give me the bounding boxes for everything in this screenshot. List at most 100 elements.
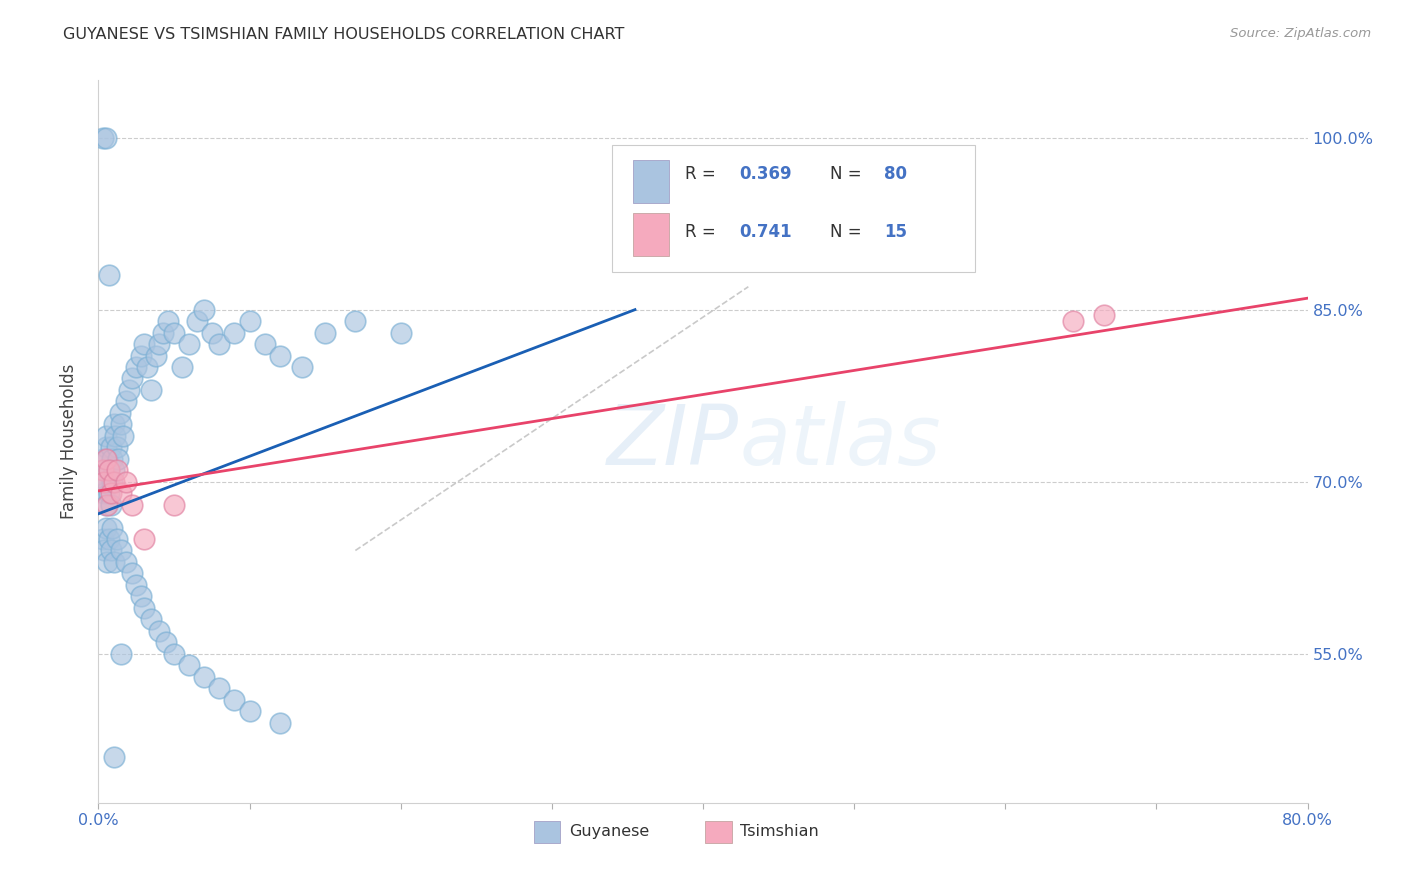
Point [94, 429, 117, 443]
Point [135, 359, 157, 374]
Point [269, 349, 291, 363]
Point [224, 692, 246, 706]
Point [101, 475, 124, 489]
Point [111, 429, 134, 443]
Point [291, 359, 314, 374]
Point [103, 555, 125, 569]
FancyBboxPatch shape [706, 821, 733, 843]
Point [141, 612, 163, 626]
Point [103, 417, 125, 432]
Point [253, 337, 276, 351]
Point [101, 451, 124, 466]
Point [98, 463, 121, 477]
Point [91, 475, 114, 489]
Point [170, 359, 193, 374]
Point [100, 498, 122, 512]
Point [96, 475, 118, 489]
Text: GUYANESE VS TSIMSHIAN FAMILY HOUSEHOLDS CORRELATION CHART: GUYANESE VS TSIMSHIAN FAMILY HOUSEHOLDS … [63, 27, 624, 42]
FancyBboxPatch shape [633, 160, 669, 203]
Point [193, 302, 215, 317]
Point [93, 475, 115, 489]
Point [186, 314, 208, 328]
Point [114, 475, 136, 489]
Text: N =: N = [830, 223, 868, 241]
Point [108, 406, 131, 420]
Point [121, 566, 143, 581]
Point [152, 326, 174, 340]
Point [114, 555, 136, 569]
Point [148, 337, 170, 351]
Text: N =: N = [830, 165, 868, 183]
Point [129, 349, 152, 363]
Point [1092, 309, 1115, 323]
Point [155, 635, 177, 649]
Point [96, 555, 118, 569]
Point [105, 532, 128, 546]
Point [179, 658, 201, 673]
Point [91, 532, 114, 546]
Text: 0.741: 0.741 [740, 223, 792, 241]
Point [93, 486, 115, 500]
Text: 15: 15 [884, 223, 907, 241]
Point [239, 704, 262, 718]
Point [141, 383, 163, 397]
Point [107, 451, 129, 466]
Text: Guyanese: Guyanese [569, 824, 650, 839]
FancyBboxPatch shape [633, 212, 669, 256]
Point [121, 498, 143, 512]
Point [125, 359, 148, 374]
Point [103, 750, 125, 764]
Text: Source: ZipAtlas.com: Source: ZipAtlas.com [1230, 27, 1371, 40]
FancyBboxPatch shape [534, 821, 561, 843]
Point [269, 715, 291, 730]
Point [110, 543, 132, 558]
Point [156, 314, 179, 328]
Point [208, 681, 231, 695]
Point [98, 486, 121, 500]
Point [103, 463, 125, 477]
Point [91, 463, 114, 477]
Point [132, 337, 155, 351]
Point [94, 440, 117, 454]
Point [132, 532, 155, 546]
Point [114, 394, 136, 409]
Point [132, 600, 155, 615]
Point [103, 475, 125, 489]
Point [208, 337, 231, 351]
Point [105, 440, 128, 454]
Point [224, 326, 246, 340]
Text: Tsimshian: Tsimshian [741, 824, 820, 839]
Point [98, 268, 121, 283]
Point [101, 520, 124, 534]
Point [100, 440, 122, 454]
Point [94, 498, 117, 512]
Point [91, 130, 114, 145]
Point [93, 463, 115, 477]
Point [163, 326, 186, 340]
Point [100, 486, 122, 500]
Y-axis label: Family Households: Family Households [59, 364, 77, 519]
Point [104, 429, 127, 443]
Point [1062, 314, 1084, 328]
Point [94, 130, 117, 145]
Text: 0.369: 0.369 [740, 165, 792, 183]
Point [389, 326, 412, 340]
Point [94, 520, 117, 534]
Point [96, 498, 118, 512]
Point [118, 383, 141, 397]
Point [98, 463, 121, 477]
Text: ZIP: ZIP [607, 401, 740, 482]
Point [201, 326, 224, 340]
Point [93, 543, 115, 558]
Point [129, 590, 152, 604]
Text: 80: 80 [884, 165, 907, 183]
Point [163, 498, 186, 512]
Point [239, 314, 262, 328]
Point [121, 371, 143, 385]
Point [193, 670, 215, 684]
Point [110, 417, 132, 432]
Point [145, 349, 167, 363]
Point [148, 624, 170, 638]
Point [98, 532, 121, 546]
Text: R =: R = [685, 223, 721, 241]
